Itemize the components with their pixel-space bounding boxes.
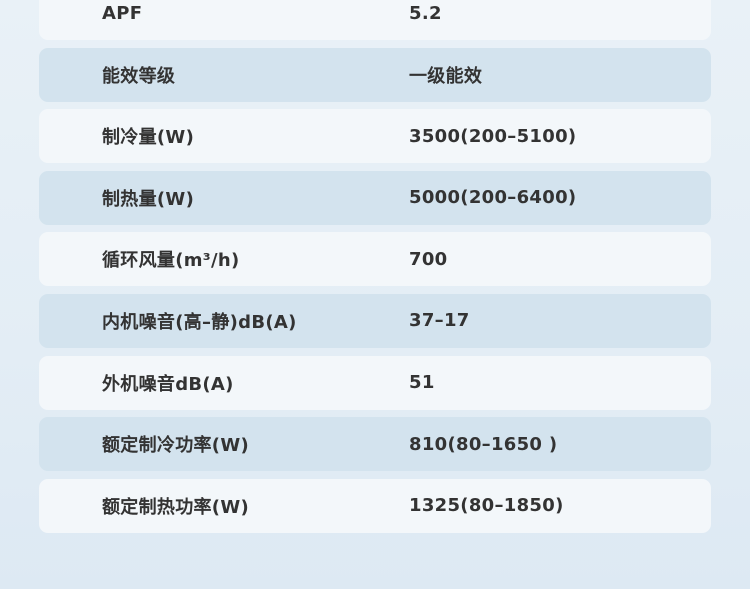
spec-row-rated-cooling-power: 额定制冷功率(W) 810(80–1650 ) xyxy=(39,417,711,472)
spec-label: APF xyxy=(102,2,143,24)
spec-label: 制热量(W) xyxy=(102,188,195,210)
spec-label: 能效等级 xyxy=(102,65,176,87)
spec-label: 循环风量(m³/h) xyxy=(102,250,240,272)
spec-row-efficiency-grade: 能效等级 一级能效 xyxy=(39,47,711,102)
spec-row-outdoor-noise: 外机噪音dB(A) 51 xyxy=(39,355,711,410)
spec-value: 51 xyxy=(409,372,435,394)
spec-label: 制冷量(W) xyxy=(102,127,195,149)
spec-row-indoor-noise: 内机噪音(高–静)dB(A) 37–17 xyxy=(39,293,711,348)
spec-row-apf: APF 5.2 xyxy=(39,0,711,40)
spec-value: 37–17 xyxy=(409,310,470,332)
spec-label: 额定制热功率(W) xyxy=(102,496,250,518)
spec-value: 810(80–1650 ) xyxy=(409,433,558,455)
spec-label: 外机噪音dB(A) xyxy=(102,373,234,395)
spec-row-airflow: 循环风量(m³/h) 700 xyxy=(39,232,711,287)
spec-value: 1325(80–1850) xyxy=(409,495,564,517)
spec-value: 一级能效 xyxy=(409,65,483,87)
spec-value: 3500(200–5100) xyxy=(409,125,577,147)
spec-row-cooling-capacity: 制冷量(W) 3500(200–5100) xyxy=(39,109,711,164)
spec-label: 内机噪音(高–静)dB(A) xyxy=(102,311,297,333)
spec-label: 额定制冷功率(W) xyxy=(102,435,250,457)
spec-table: APF 5.2 能效等级 一级能效 制冷量(W) 3500(200–5100) 制热量… xyxy=(39,0,711,533)
spec-row-heating-capacity: 制热量(W) 5000(200–6400) xyxy=(39,170,711,225)
spec-value: 5.2 xyxy=(409,2,442,24)
spec-value: 700 xyxy=(409,248,448,270)
spec-row-rated-heating-power: 额定制热功率(W) 1325(80–1850) xyxy=(39,478,711,533)
spec-value: 5000(200–6400) xyxy=(409,187,577,209)
